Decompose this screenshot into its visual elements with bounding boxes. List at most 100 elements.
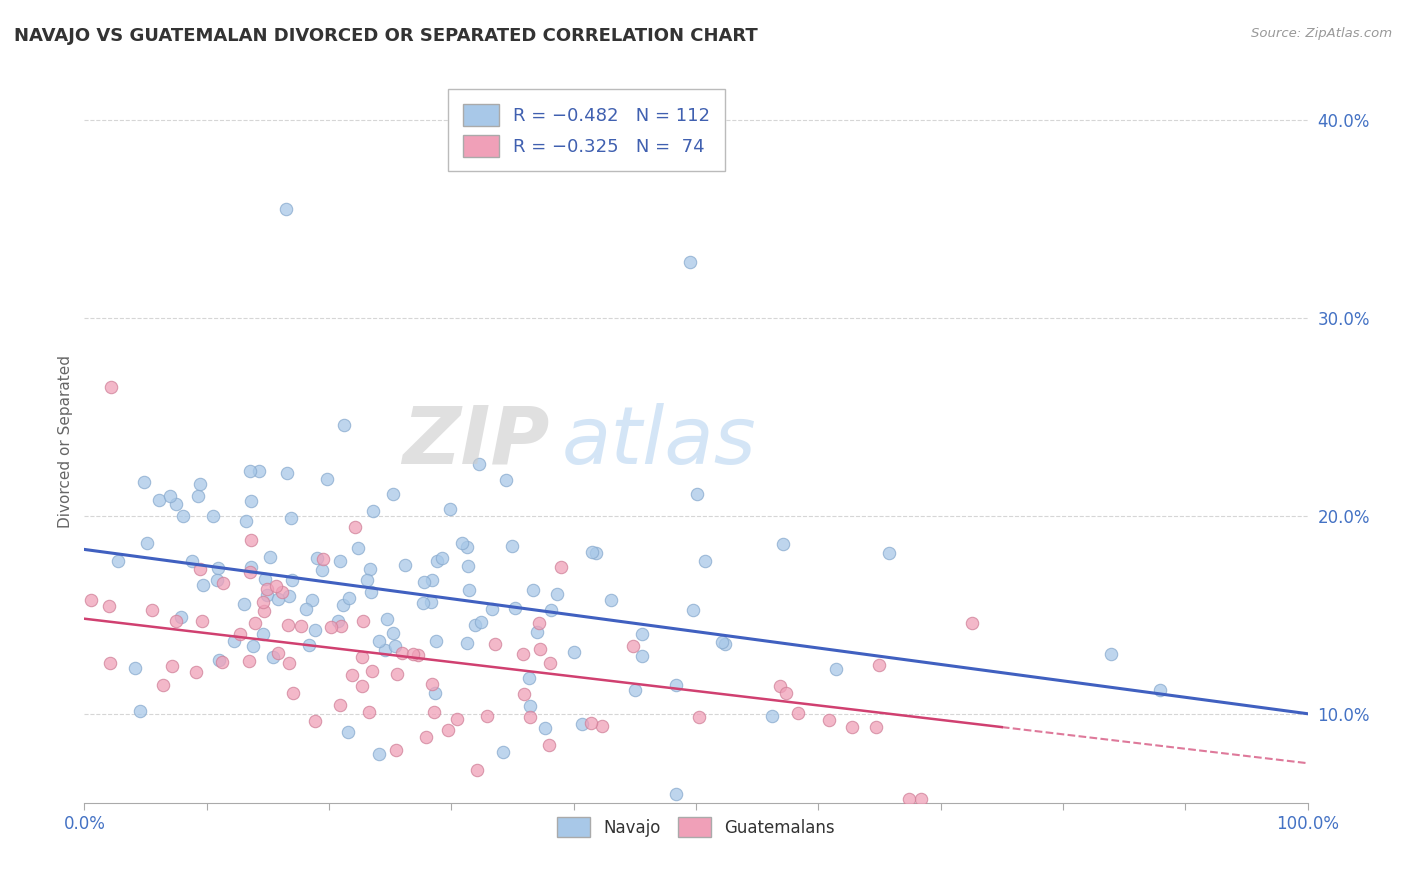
Point [868,657,890,672]
Point [207,561,229,575]
Point [129,704,152,718]
Point [470,615,492,629]
Point [232,597,254,611]
Point [205,573,228,587]
Point [492,745,515,759]
Point [772,537,794,551]
Point [818,714,841,728]
Point [513,687,536,701]
Point [481,602,503,616]
Point [529,642,551,657]
Point [522,582,544,597]
Point [686,487,709,501]
Point [190,614,212,628]
Point [202,509,225,524]
Point [665,787,688,801]
Text: NAVAJO VS GUATEMALAN DIVORCED OR SEPARATED CORRELATION CHART: NAVAJO VS GUATEMALAN DIVORCED OR SEPARAT… [14,27,758,45]
Point [357,705,380,719]
Point [526,624,548,639]
Point [385,743,408,757]
Point [235,514,257,528]
Point [519,699,541,714]
Point [519,709,541,723]
Point [337,591,360,605]
Point [172,508,194,523]
Point [538,738,561,752]
Point [581,544,603,558]
Point [321,620,343,634]
Point [468,457,491,471]
Point [1099,648,1122,662]
Point [124,661,146,675]
Point [630,626,652,640]
Point [240,533,263,547]
Point [304,714,326,728]
Point [419,595,441,609]
Point [910,792,932,806]
Point [415,730,437,744]
Point [329,698,352,713]
Point [266,646,288,660]
Point [374,643,396,657]
Point [277,617,299,632]
Point [550,560,572,574]
Point [695,554,717,568]
Point [960,615,983,630]
Point [623,682,645,697]
Y-axis label: Divorced or Separated: Divorced or Separated [58,355,73,528]
Point [350,649,373,664]
Point [253,604,276,618]
Point [165,614,187,628]
Point [228,627,250,641]
Point [159,489,181,503]
Point [243,615,266,630]
Point [571,717,593,731]
Point [446,712,468,726]
Point [775,685,797,699]
Point [107,554,129,568]
Point [456,635,478,649]
Point [329,554,352,568]
Point [898,792,921,806]
Point [307,551,329,566]
Point [600,592,623,607]
Point [579,715,602,730]
Text: atlas: atlas [561,402,756,481]
Point [160,659,183,673]
Point [360,584,382,599]
Point [187,489,209,503]
Text: Source: ZipAtlas.com: Source: ZipAtlas.com [1251,27,1392,40]
Point [252,627,274,641]
Point [211,656,233,670]
Point [359,562,381,576]
Point [280,511,302,525]
Point [787,706,810,720]
Point [385,666,408,681]
Point [328,614,350,628]
Point [484,637,506,651]
Legend: Navajo, Guatemalans: Navajo, Guatemalans [548,809,844,845]
Point [239,464,262,478]
Point [277,657,299,671]
Point [437,723,460,737]
Point [333,417,356,432]
Point [312,552,335,566]
Point [238,654,260,668]
Point [352,614,374,628]
Point [278,589,301,603]
Point [100,380,122,394]
Point [688,709,710,723]
Point [591,719,613,733]
Point [714,637,737,651]
Point [375,612,398,626]
Point [337,725,360,739]
Point [356,573,378,587]
Point [394,558,416,573]
Text: ZIP: ZIP [402,402,550,481]
Point [298,638,321,652]
Point [135,536,157,550]
Point [329,619,352,633]
Point [346,541,368,555]
Point [381,626,404,640]
Point [456,541,478,555]
